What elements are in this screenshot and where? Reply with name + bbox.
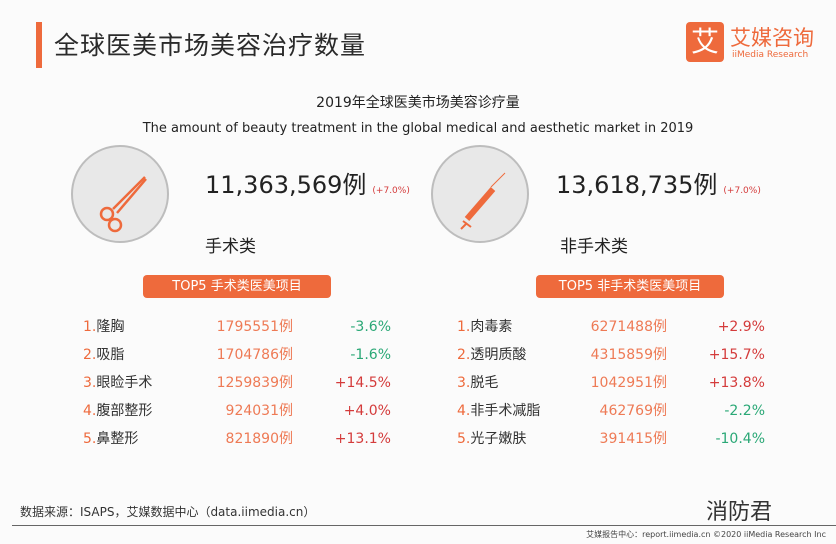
item-change: +13.8%: [708, 375, 765, 391]
scissors-icon: [71, 145, 169, 243]
item-name: 5.鼻整形: [83, 429, 193, 449]
surgical-label: 手术类: [205, 237, 256, 257]
item-rank: 5.: [83, 431, 97, 447]
item-count: 924031例: [225, 403, 293, 419]
surgical-list: 1.隆胸 1795551例 -3.6% 2.吸脂 1704786例 -1.6% 3.眼睑手术…: [83, 317, 393, 457]
item-label: 隆胸: [96, 319, 125, 335]
logo-name: 艾媒咨询: [730, 26, 814, 50]
nonsurgical-top5-badge: TOP5 非手术类医美项目: [536, 275, 724, 298]
item-rank: 1.: [83, 319, 97, 335]
list-item: 5.鼻整形 821890例 +13.1%: [83, 429, 393, 457]
item-label: 吸脂: [96, 347, 125, 363]
item-count: 1259839例: [216, 375, 293, 391]
item-count: 462769例: [599, 403, 667, 419]
surgical-total-change: (+7.0%): [372, 186, 410, 196]
item-rank: 2.: [83, 347, 97, 363]
item-name: 5.光子嫩肤: [457, 429, 567, 449]
item-change: +13.1%: [334, 431, 391, 447]
surgical-top5-badge: TOP5 手术类医美项目: [143, 275, 331, 298]
item-count: 1795551例: [216, 319, 293, 335]
item-label: 眼睑手术: [96, 375, 153, 391]
chart-title-cn: 2019年全球医美市场美容诊疗量: [316, 95, 520, 111]
footer-divider: [12, 525, 836, 526]
list-item: 4.非手术减脂 462769例 -2.2%: [457, 401, 767, 429]
logo-en: iiMedia Research: [732, 50, 809, 60]
list-item: 5.光子嫩肤 391415例 -10.4%: [457, 429, 767, 457]
item-change: -2.2%: [724, 403, 765, 419]
list-item: 2.透明质酸 4315859例 +15.7%: [457, 345, 767, 373]
list-item: 1.隆胸 1795551例 -3.6%: [83, 317, 393, 345]
item-count: 1704786例: [216, 347, 293, 363]
watermark: 消防君: [706, 500, 773, 525]
title-accent-bar: [36, 22, 42, 68]
list-item: 1.肉毒素 6271488例 +2.9%: [457, 317, 767, 345]
item-change: -1.6%: [350, 347, 391, 363]
list-item: 2.吸脂 1704786例 -1.6%: [83, 345, 393, 373]
item-name: 4.非手术减脂: [457, 401, 567, 421]
syringe-icon: [431, 145, 529, 243]
item-count: 391415例: [599, 431, 667, 447]
item-name: 4.腹部整形: [83, 401, 193, 421]
item-rank: 2.: [457, 347, 471, 363]
item-label: 非手术减脂: [470, 403, 541, 419]
page-title: 全球医美市场美容治疗数量: [54, 31, 367, 60]
item-name: 1.肉毒素: [457, 317, 567, 337]
item-change: -10.4%: [715, 431, 765, 447]
item-rank: 4.: [457, 403, 471, 419]
item-change: +14.5%: [334, 375, 391, 391]
item-name: 3.脱毛: [457, 373, 567, 393]
item-name: 1.隆胸: [83, 317, 193, 337]
list-item: 3.眼睑手术 1259839例 +14.5%: [83, 373, 393, 401]
item-change: +2.9%: [717, 319, 765, 335]
list-item: 3.脱毛 1042951例 +13.8%: [457, 373, 767, 401]
item-rank: 4.: [83, 403, 97, 419]
item-change: +15.7%: [708, 347, 765, 363]
item-name: 2.吸脂: [83, 345, 193, 365]
nonsurgical-total-change: (+7.0%): [723, 186, 761, 196]
item-label: 脱毛: [470, 375, 499, 391]
item-label: 光子嫩肤: [470, 431, 527, 447]
nonsurgical-total-value: 13,618,735例: [556, 171, 718, 199]
item-name: 3.眼睑手术: [83, 373, 193, 393]
item-rank: 3.: [457, 375, 471, 391]
item-rank: 1.: [457, 319, 471, 335]
source-note: 数据来源：ISAPS，艾媒数据中心（data.iimedia.cn）: [20, 505, 316, 519]
item-rank: 3.: [83, 375, 97, 391]
item-count: 821890例: [225, 431, 293, 447]
item-count: 6271488例: [590, 319, 667, 335]
nonsurgical-list: 1.肉毒素 6271488例 +2.9% 2.透明质酸 4315859例 +15.7% 3.…: [457, 317, 767, 457]
surgical-total: 11,363,569例 (+7.0%): [205, 165, 410, 200]
item-label: 透明质酸: [470, 347, 527, 363]
chart-title-en: The amount of beauty treatment in the gl…: [142, 121, 694, 136]
item-count: 1042951例: [590, 375, 667, 391]
nonsurgical-total: 13,618,735例 (+7.0%): [556, 165, 761, 200]
item-count: 4315859例: [590, 347, 667, 363]
item-change: +4.0%: [343, 403, 391, 419]
logo-mark: 艾: [686, 22, 724, 62]
item-rank: 5.: [457, 431, 471, 447]
item-label: 腹部整形: [96, 403, 153, 419]
item-label: 鼻整形: [96, 431, 139, 447]
surgical-total-value: 11,363,569例: [205, 171, 367, 199]
item-change: -3.6%: [350, 319, 391, 335]
footer-credit: 艾媒报告中心：report.iimedia.cn ©2020 iiMedia R…: [586, 530, 826, 539]
item-label: 肉毒素: [470, 319, 513, 335]
list-item: 4.腹部整形 924031例 +4.0%: [83, 401, 393, 429]
nonsurgical-label: 非手术类: [560, 237, 628, 257]
item-name: 2.透明质酸: [457, 345, 567, 365]
